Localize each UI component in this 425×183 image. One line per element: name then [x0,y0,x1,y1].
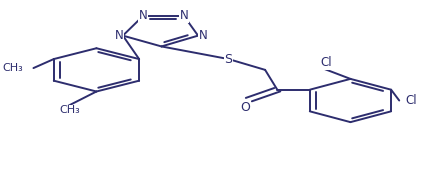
Text: N: N [114,29,123,42]
Text: Cl: Cl [405,94,417,107]
Text: S: S [224,53,232,66]
Text: N: N [139,9,147,22]
Text: CH₃: CH₃ [3,63,23,73]
Text: Cl: Cl [320,56,332,69]
Text: N: N [179,9,188,22]
Text: N: N [198,29,207,42]
Text: CH₃: CH₃ [60,105,80,115]
Text: O: O [241,101,251,114]
